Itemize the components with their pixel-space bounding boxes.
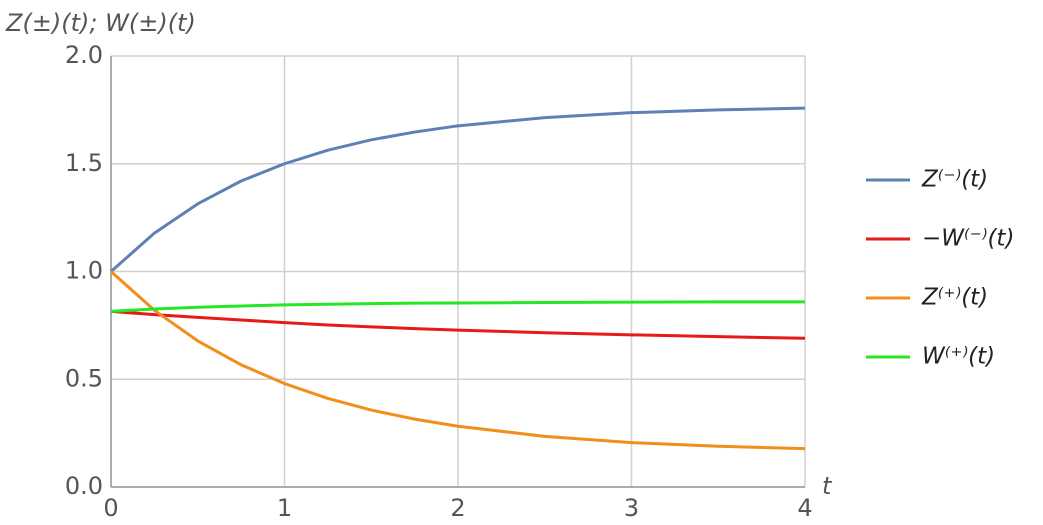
series-line	[110, 106, 806, 273]
x-axis-label: t	[822, 472, 833, 500]
legend-label: Z⁽⁻⁾(t)	[921, 167, 988, 193]
x-tick-label: 3	[624, 494, 639, 522]
y-tick-label: 1.0	[65, 257, 103, 285]
x-tick-label: 0	[103, 494, 118, 522]
series-line	[110, 270, 806, 451]
legend-label: Z⁽⁺⁾(t)	[921, 285, 988, 311]
y-tick-label: 0.0	[65, 472, 103, 500]
x-tick-label: 1	[277, 494, 292, 522]
y-tick-label: 0.5	[65, 364, 103, 392]
y-tick-label: 1.5	[65, 149, 103, 177]
series-line	[110, 309, 806, 340]
x-tick-label: 2	[450, 494, 465, 522]
y-tick-label: 2.0	[65, 41, 103, 69]
legend-label: −W⁽⁻⁾(t)	[922, 226, 1014, 252]
y-axis-label: Z(±)(t); W(±)(t)	[5, 9, 196, 37]
series-line	[110, 300, 805, 313]
x-tick-label: 4	[797, 494, 812, 522]
legend-label: W⁽⁺⁾(t)	[922, 344, 995, 370]
